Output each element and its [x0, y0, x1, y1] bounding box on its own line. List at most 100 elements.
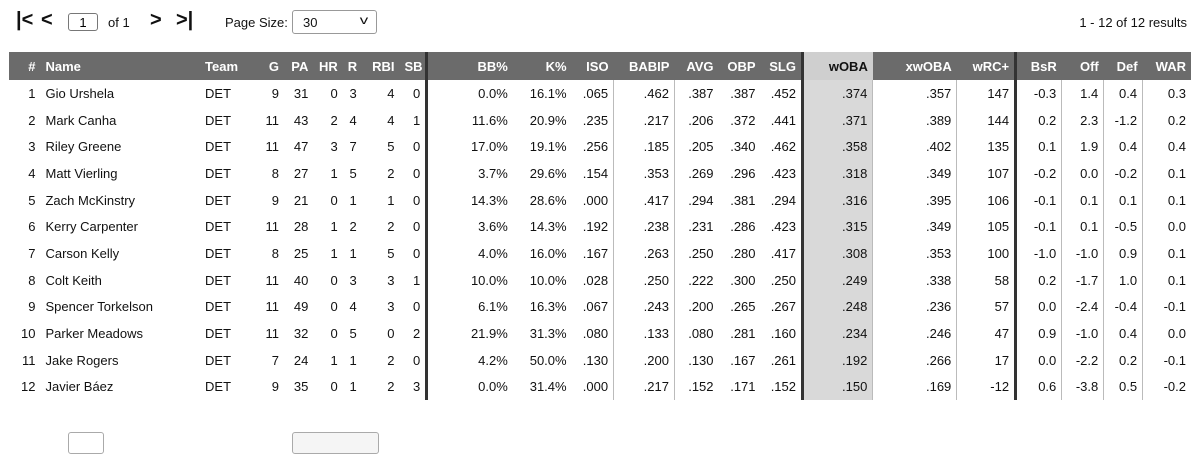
cell-obp: .281	[730, 326, 756, 342]
cell-rbi: 5	[387, 245, 395, 261]
page-size-select[interactable]: 30 v	[292, 10, 377, 34]
cell-slg: .423	[770, 165, 796, 181]
column-header-war[interactable]: WAR	[1142, 52, 1191, 80]
cell-r: 4	[349, 299, 357, 315]
column-header-bsr[interactable]: BsR	[1014, 52, 1062, 80]
cell-sb: 0	[413, 192, 421, 208]
column-header-k-pct[interactable]: K%	[512, 52, 572, 80]
column-header-iso[interactable]: ISO	[571, 52, 614, 80]
cell-g: 9	[271, 192, 279, 208]
cell-team[interactable]: DET	[205, 272, 232, 288]
player-name-link[interactable]: Gio Urshela	[45, 85, 115, 101]
player-name-link[interactable]: Jake Rogers	[45, 352, 119, 368]
cell-iso: .065	[582, 85, 609, 101]
column-header-hr[interactable]: HR	[313, 52, 343, 80]
cell-slg: .152	[770, 379, 796, 395]
column-header-def[interactable]: Def	[1103, 52, 1143, 80]
column-header-slg[interactable]: SLG	[760, 52, 803, 80]
player-name-link[interactable]: Parker Meadows	[45, 326, 144, 342]
cell-team[interactable]: DET	[205, 85, 232, 101]
column-header-wrc-plus[interactable]: wRC+	[956, 52, 1016, 80]
column-header-sb[interactable]: SB	[399, 52, 427, 80]
column-header-xwoba[interactable]: xwOBA	[872, 52, 957, 80]
cell-sb: 0	[413, 219, 421, 235]
prev-page-icon[interactable]: <	[41, 9, 53, 31]
cell-pa: 24	[293, 352, 309, 368]
cell-rbi: 5	[387, 139, 395, 155]
cell-bb-pct: 4.2%	[425, 346, 513, 374]
cell-wrc-plus: -12	[956, 373, 1016, 401]
player-name-link[interactable]: Javier Báez	[45, 379, 114, 395]
column-header-bb-pct[interactable]: BB%	[425, 52, 513, 80]
cell-sb: 0	[413, 139, 421, 155]
cell-obp: .296	[730, 165, 756, 181]
cell-rbi: 2	[387, 379, 395, 395]
cell-sb: 3	[413, 379, 421, 395]
player-name-link[interactable]: Colt Keith	[45, 272, 102, 288]
cell-avg: .080	[673, 320, 719, 347]
cell-woba: .308	[800, 240, 873, 267]
cell-sb: 2	[413, 326, 421, 342]
cell-r: 3	[349, 85, 357, 101]
player-name-link[interactable]: Mark Canha	[45, 112, 117, 128]
cell-obp: .265	[730, 299, 756, 315]
cell-team[interactable]: DET	[205, 379, 232, 395]
cell-team[interactable]: DET	[205, 219, 232, 235]
column-header-avg[interactable]: AVG	[674, 52, 719, 80]
column-header-pa[interactable]: PA	[284, 52, 314, 80]
player-name-link[interactable]: Riley Greene	[45, 139, 122, 155]
cell-woba: .318	[800, 160, 873, 187]
column-header-babip[interactable]: BABIP	[613, 52, 675, 80]
column-header-obp[interactable]: OBP	[718, 52, 761, 80]
cell-babip: .417	[613, 186, 675, 214]
cell-hr: 3	[330, 139, 338, 155]
cell-woba: .249	[800, 266, 873, 294]
column-header-r[interactable]: R	[342, 52, 362, 80]
table-row: 10 Parker Meadows DET 11 32 0 5 0 2 21.9% 31.3% .08…	[9, 320, 1191, 347]
cell-avg: .387	[673, 80, 719, 107]
page-size-select-bottom[interactable]	[292, 432, 379, 454]
player-name-link[interactable]: Kerry Carpenter	[45, 219, 138, 235]
cell-bsr: -0.3	[1014, 80, 1062, 107]
first-page-icon[interactable]: |<	[16, 9, 34, 31]
player-name-link[interactable]: Zach McKinstry	[45, 192, 136, 208]
cell-wrc-plus: 57	[956, 293, 1016, 321]
column-header-woba[interactable]: wOBA	[800, 52, 873, 80]
column-header-rbi[interactable]: RBI	[361, 52, 400, 80]
cell-team[interactable]: DET	[205, 326, 232, 342]
column-header-num[interactable]: #	[9, 52, 41, 80]
column-header-team[interactable]: Team	[200, 52, 255, 80]
cell-xwoba: .246	[872, 320, 957, 347]
cell-team[interactable]: DET	[205, 139, 232, 155]
player-name-link[interactable]: Spencer Torkelson	[45, 299, 153, 315]
cell-num: 3	[28, 139, 36, 155]
cell-war: 0.4	[1142, 133, 1191, 161]
cell-team[interactable]: DET	[205, 245, 232, 261]
page-number-input[interactable]	[68, 13, 98, 31]
player-name-link[interactable]: Matt Vierling	[45, 165, 118, 181]
column-header-g[interactable]: G	[254, 52, 284, 80]
cell-r: 7	[349, 139, 357, 155]
next-page-icon[interactable]: >	[150, 9, 162, 31]
table-header-row: # Name Team G PA HR R RBI SB BB% K% ISO BABIP AVG OBP S…	[9, 52, 1191, 80]
cell-team[interactable]: DET	[205, 299, 232, 315]
cell-team[interactable]: DET	[205, 165, 232, 181]
cell-war: -0.2	[1142, 373, 1191, 401]
cell-k-pct: 16.0%	[529, 245, 567, 261]
column-header-name[interactable]: Name	[40, 52, 201, 80]
cell-iso: .256	[582, 139, 609, 155]
cell-obp: .167	[730, 352, 756, 368]
cell-team[interactable]: DET	[205, 192, 232, 208]
cell-sb: 1	[413, 272, 421, 288]
cell-woba: .192	[800, 346, 873, 374]
cell-team[interactable]: DET	[205, 352, 232, 368]
cell-def: 0.4	[1103, 133, 1143, 161]
cell-obp: .372	[730, 112, 756, 128]
cell-slg: .423	[770, 219, 796, 235]
last-page-icon[interactable]: >|	[176, 9, 194, 31]
cell-off: -2.2	[1061, 346, 1104, 374]
cell-team[interactable]: DET	[205, 112, 232, 128]
page-number-input-bottom[interactable]	[68, 432, 104, 454]
player-name-link[interactable]: Carson Kelly	[45, 245, 120, 261]
column-header-off[interactable]: Off	[1061, 52, 1104, 80]
